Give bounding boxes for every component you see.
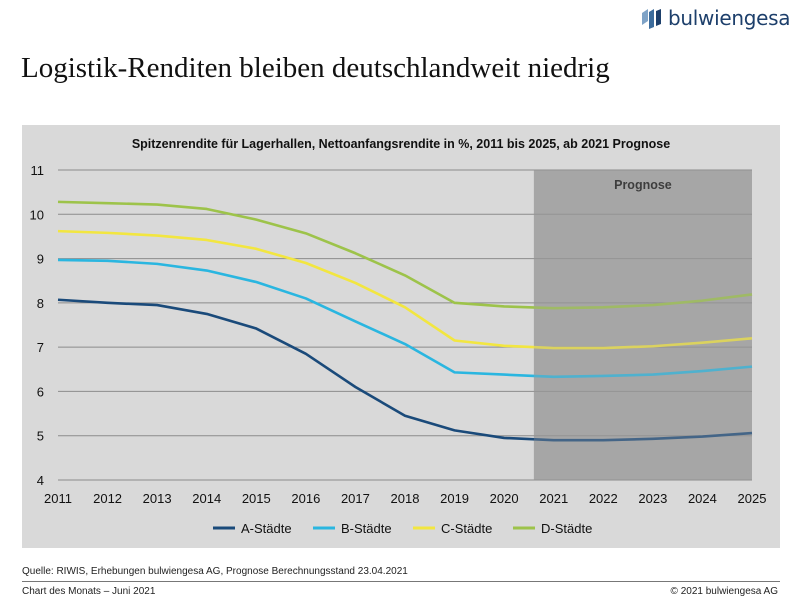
series-line-C-Städte bbox=[57, 229, 753, 350]
footer-left: Chart des Monats – Juni 2021 bbox=[22, 586, 156, 597]
y-tick-label: 9 bbox=[37, 252, 44, 267]
y-tick-label: 4 bbox=[37, 473, 44, 488]
y-tick-label: 10 bbox=[30, 207, 44, 222]
forecast-label: Prognose bbox=[614, 178, 672, 192]
x-tick-label: 2020 bbox=[490, 491, 519, 506]
forecast-band-overlay bbox=[533, 170, 752, 480]
x-tick-label: 2018 bbox=[391, 491, 420, 506]
x-tick-label: 2019 bbox=[440, 491, 469, 506]
series-line-B-Städte bbox=[57, 258, 753, 379]
x-tick-label: 2021 bbox=[539, 491, 568, 506]
x-tick-label: 2011 bbox=[44, 491, 72, 506]
brand-name: bulwiengesa bbox=[668, 6, 791, 30]
bulwiengesa-logo-icon bbox=[642, 9, 661, 29]
copyright: © 2021 bulwiengesa AG bbox=[670, 586, 778, 597]
y-tick-label: 8 bbox=[37, 296, 44, 311]
y-tick-label: 6 bbox=[37, 384, 44, 399]
series-line-A-Städte bbox=[57, 298, 753, 442]
y-tick-label: 7 bbox=[37, 340, 44, 355]
x-tick-label: 2013 bbox=[143, 491, 172, 506]
series-line-D-Städte bbox=[57, 200, 753, 310]
footer-divider bbox=[22, 581, 780, 582]
chart-title: Spitzenrendite für Lagerhallen, Nettoanf… bbox=[132, 137, 670, 151]
x-tick-label: 2023 bbox=[638, 491, 667, 506]
y-tick-label: 5 bbox=[37, 429, 44, 444]
x-tick-label: 2015 bbox=[242, 491, 271, 506]
legend-label: C-Städte bbox=[441, 521, 492, 536]
legend-label: A-Städte bbox=[241, 521, 292, 536]
legend-label: B-Städte bbox=[341, 521, 392, 536]
x-tick-label: 2025 bbox=[738, 491, 767, 506]
x-tick-label: 2014 bbox=[192, 491, 221, 506]
x-tick-label: 2012 bbox=[93, 491, 122, 506]
x-tick-label: 2022 bbox=[589, 491, 618, 506]
brand-logo: bulwiengesa bbox=[640, 6, 791, 30]
x-tick-label: 2016 bbox=[291, 491, 320, 506]
forecast-band bbox=[533, 170, 752, 480]
page-title: Logistik-Renditen bleiben deutschlandwei… bbox=[21, 52, 610, 84]
x-tick-label: 2017 bbox=[341, 491, 370, 506]
legend-label: D-Städte bbox=[541, 521, 592, 536]
source-note: Quelle: RIWIS, Erhebungen bulwiengesa AG… bbox=[22, 566, 408, 577]
x-tick-label: 2024 bbox=[688, 491, 717, 506]
y-tick-label: 11 bbox=[31, 163, 45, 178]
